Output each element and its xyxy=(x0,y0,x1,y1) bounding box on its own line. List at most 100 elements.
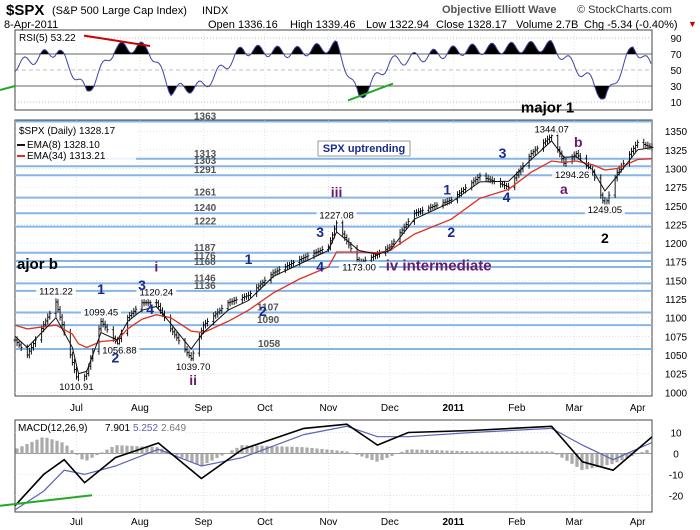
macd-histogram-bar xyxy=(290,446,294,454)
macd-y-tick-label: -20 xyxy=(669,491,684,502)
chart-credit: Objective Elliott Wave xyxy=(442,4,557,16)
macd-histogram-bar xyxy=(605,453,609,466)
wave-label: i xyxy=(154,258,158,274)
price-y-tick-label: 1325 xyxy=(665,146,688,157)
chart-low: Low 1322.94 xyxy=(366,19,429,31)
price-y-tick-label: 1075 xyxy=(665,332,688,343)
macd-histogram-bar xyxy=(200,453,204,466)
rsi-y-tick-label: 50 xyxy=(670,66,682,77)
price-label: 1294.26 xyxy=(555,170,589,181)
macd-legend-name: MACD(12,26,9) xyxy=(18,423,87,434)
wave-label: 4 xyxy=(146,301,154,317)
x-tick-label-macd: Nov xyxy=(319,517,337,528)
macd-histogram-bar xyxy=(390,453,394,456)
price-y-tick-label: 1000 xyxy=(665,388,688,399)
price-label-bg xyxy=(316,209,357,221)
price-label-bg xyxy=(35,285,76,297)
x-tick-label-macd: Mar xyxy=(566,517,584,528)
macd-histogram-bar xyxy=(335,450,339,454)
level-label-1107: 1107 xyxy=(257,302,279,313)
wave-label: major 1 xyxy=(521,100,574,117)
macd-histogram-bar xyxy=(270,446,274,454)
wave-label: ajor b xyxy=(17,256,58,273)
x-tick-label-price: Feb xyxy=(508,403,526,414)
macd-histogram-bar xyxy=(215,453,219,459)
macd-histogram-bar xyxy=(635,453,639,455)
macd-histogram-bar xyxy=(375,453,379,462)
x-tick-label-price: Mar xyxy=(566,403,584,414)
rsi-y-tick-label: 70 xyxy=(670,50,682,61)
macd-histogram-bar xyxy=(245,445,249,454)
macd-histogram-bar xyxy=(595,453,599,468)
price-label: 1099.45 xyxy=(84,307,118,318)
macd-histogram-bar xyxy=(365,453,369,459)
macd-histogram-bar xyxy=(420,449,424,454)
macd-histogram-bar xyxy=(235,447,239,454)
macd-histogram-bar xyxy=(405,449,409,454)
price-y-tick-label: 1200 xyxy=(665,239,688,250)
macd-histogram-bar xyxy=(305,447,309,454)
macd-histogram-bar xyxy=(330,449,334,454)
macd-histogram-bar xyxy=(285,446,289,454)
macd-histogram-bar xyxy=(65,445,69,454)
macd-histogram-bar xyxy=(175,453,179,456)
macd-histogram-bar xyxy=(410,449,414,454)
price-legend: $SPX (Daily) 1328.17 xyxy=(19,126,116,137)
price-label: 1249.05 xyxy=(588,205,622,216)
macd-histogram-bar xyxy=(425,449,429,454)
chart-high: High 1339.46 xyxy=(290,19,356,31)
level-label-1187: 1187 xyxy=(194,243,216,254)
x-tick-label-macd: Dec xyxy=(381,517,399,528)
macd-histogram-bar xyxy=(640,452,644,454)
macd-histogram-bar xyxy=(260,445,264,454)
rsi-red-trendline xyxy=(83,34,151,47)
wave-label: b xyxy=(574,134,583,150)
macd-histogram-bar xyxy=(320,448,324,454)
macd-histogram-bar xyxy=(440,450,444,454)
price-label-bg xyxy=(339,261,380,273)
macd-histogram-bar xyxy=(340,450,344,454)
x-tick-label-macd: Apr xyxy=(630,517,646,528)
macd-histogram-bar xyxy=(545,451,549,454)
macd-histogram-bar xyxy=(230,450,234,454)
wave-label: 2 xyxy=(601,230,609,246)
price-label-bg xyxy=(81,306,122,318)
macd-histogram-bar xyxy=(570,453,574,464)
macd-histogram-bar xyxy=(415,449,419,454)
ema8-line xyxy=(14,140,653,375)
macd-histogram-bar xyxy=(95,453,99,456)
macd-histogram-bar xyxy=(345,451,349,454)
macd-histogram-bar xyxy=(565,453,569,461)
macd-histogram-bar xyxy=(50,439,54,454)
macd-histogram-bar xyxy=(300,447,304,454)
macd-histogram-bar xyxy=(295,446,299,454)
macd-histogram-bar xyxy=(205,453,209,464)
price-label-bg xyxy=(584,204,625,216)
x-tick-label-price: Aug xyxy=(131,403,149,414)
macd-histogram-bar xyxy=(250,445,254,454)
chart-change: Chg -5.34 (-0.40%) xyxy=(584,19,678,31)
chart-close: Close 1328.17 xyxy=(436,19,507,31)
macd-histogram-bar xyxy=(590,453,594,469)
rsi-left-green-trendline xyxy=(0,85,16,91)
price-label-bg xyxy=(531,123,572,135)
rsi-legend-bg xyxy=(17,32,83,43)
macd-histogram-bar xyxy=(525,451,529,454)
macd-legend-value: 7.901 xyxy=(105,423,130,434)
macd-y-tick-label: 10 xyxy=(670,429,682,440)
price-label-bg xyxy=(552,169,593,181)
macd-histogram-bar xyxy=(100,452,104,454)
price-y-tick-label: 1225 xyxy=(665,220,688,231)
trend-annotation-box xyxy=(317,140,411,157)
price-label: 1056.88 xyxy=(102,345,136,356)
macd-histogram-bar xyxy=(125,445,129,454)
macd-histogram-bar xyxy=(460,451,464,454)
macd-histogram-bar xyxy=(210,453,214,461)
macd-histogram-bar xyxy=(470,451,474,454)
rsi-y-tick-label: 10 xyxy=(670,98,682,109)
macd-signal-line xyxy=(14,425,653,511)
macd-histogram-bar xyxy=(280,446,284,454)
price-y-tick-label: 1175 xyxy=(665,258,687,269)
macd-histogram-bar xyxy=(500,451,504,454)
